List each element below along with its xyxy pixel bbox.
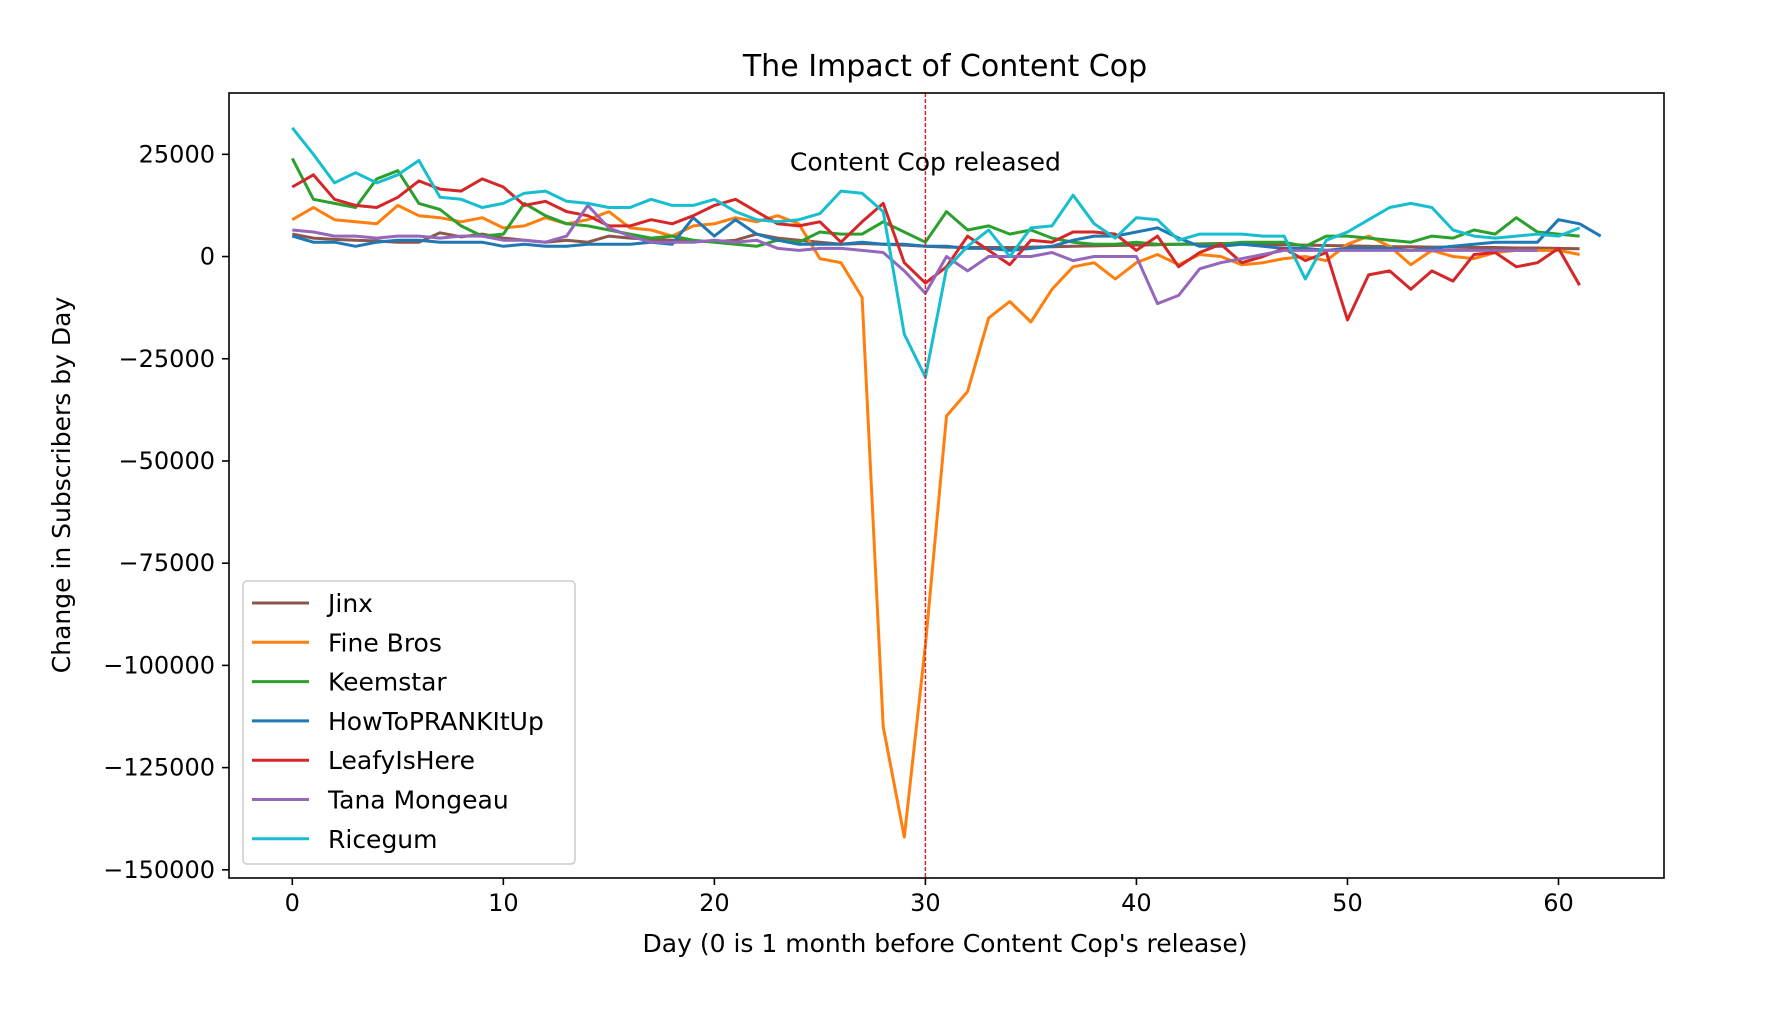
series-line-keemstar: [290, 157, 1580, 248]
series-line-ricegum: [291, 126, 1581, 379]
y-tick-label: 0: [200, 243, 215, 271]
y-tick-label: −100000: [103, 651, 215, 679]
x-tick-label: 20: [699, 889, 730, 917]
y-tick-label: −25000: [119, 345, 215, 373]
plot-frame: [228, 92, 1665, 879]
y-tick-label: −125000: [103, 754, 215, 782]
y-tick-label: −75000: [119, 549, 215, 577]
x-tick-label: 40: [1121, 889, 1152, 917]
legend-label: Ricegum: [328, 825, 438, 854]
series-line-tana-mongeau: [292, 203, 1538, 306]
legend-label: Fine Bros: [328, 628, 442, 657]
x-axis-label: Day (0 is 1 month before Content Cop's r…: [643, 929, 1248, 958]
legend-label: Jinx: [326, 589, 373, 618]
y-axis-label: Change in Subscribers by Day: [47, 297, 76, 674]
chart-title: The Impact of Content Cop: [742, 49, 1147, 84]
x-tick-label: 0: [285, 889, 300, 917]
series-line-howtoprankitup: [291, 216, 1602, 252]
legend-box: [242, 580, 576, 865]
y-tick-label: −50000: [119, 447, 215, 475]
legend-label: Keemstar: [328, 668, 447, 697]
legend-label: LeafyIsHere: [328, 746, 475, 775]
x-tick-label: 60: [1543, 889, 1574, 917]
legend-label: HowToPRANKItUp: [328, 707, 544, 736]
release-annotation: Content Cop released: [790, 148, 1061, 177]
x-tick-label: 50: [1332, 889, 1363, 917]
legend-label: Tana Mongeau: [327, 786, 509, 815]
legend: Jinx Fine Bros Keemstar HowToPRANKItUp Leafy…: [242, 580, 576, 865]
series-lines: [290, 126, 1602, 839]
plot-area: Content Cop released 0 10 20 30 40 50 60 25000 0 −…: [103, 92, 1665, 917]
x-tick-label: 10: [488, 889, 519, 917]
y-tick-label: −150000: [103, 856, 215, 884]
y-tick-label: 25000: [139, 140, 215, 168]
x-tick-label: 30: [910, 889, 941, 917]
